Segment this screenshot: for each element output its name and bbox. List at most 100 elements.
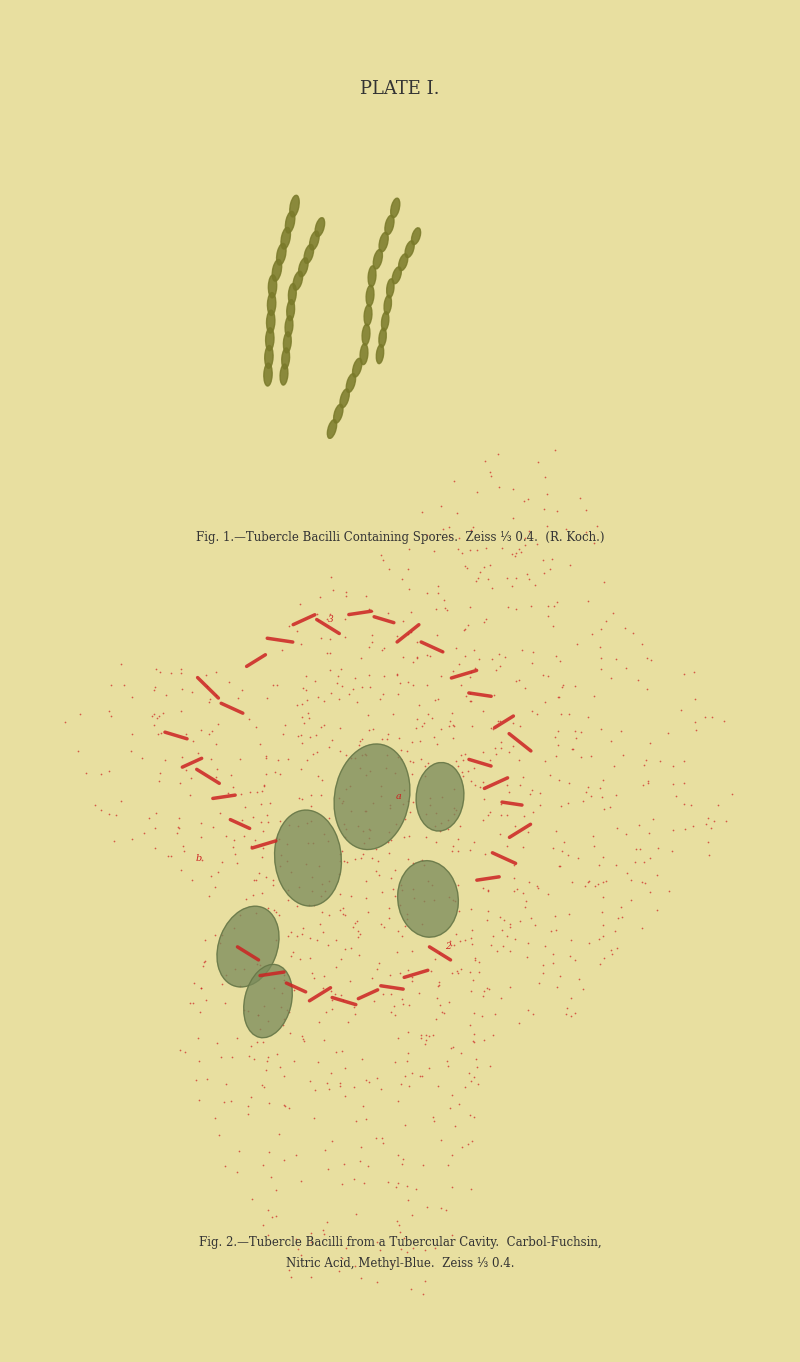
Point xyxy=(453,900,466,922)
Point xyxy=(214,1046,227,1068)
Point xyxy=(382,831,394,853)
Point xyxy=(450,799,462,821)
Point xyxy=(402,959,414,981)
Point xyxy=(435,786,448,808)
Point xyxy=(570,727,582,749)
Point xyxy=(343,775,356,797)
Point xyxy=(205,866,218,888)
Point xyxy=(582,870,595,892)
Point xyxy=(266,1205,278,1227)
Point xyxy=(252,1005,265,1027)
Point xyxy=(670,785,683,806)
Point xyxy=(410,1178,422,1200)
Point xyxy=(513,669,526,691)
Point xyxy=(610,817,623,839)
Point xyxy=(136,746,149,768)
Point xyxy=(74,703,86,725)
Point xyxy=(196,956,209,978)
Point xyxy=(482,900,494,922)
Point xyxy=(428,889,441,911)
Point xyxy=(616,745,629,767)
Ellipse shape xyxy=(290,195,299,217)
Point xyxy=(582,932,595,953)
Point xyxy=(149,817,162,839)
Point xyxy=(307,742,320,764)
Point xyxy=(406,878,419,900)
Point xyxy=(419,765,432,787)
Point xyxy=(446,1084,458,1106)
Point xyxy=(147,715,160,737)
Point xyxy=(568,1002,581,1024)
Point xyxy=(419,825,432,847)
Point xyxy=(390,625,403,647)
Ellipse shape xyxy=(390,197,400,218)
Point xyxy=(273,1122,286,1144)
Point xyxy=(495,804,508,825)
Point xyxy=(400,903,413,925)
Point xyxy=(611,937,624,959)
Point xyxy=(316,921,329,943)
Point xyxy=(261,688,274,710)
Point xyxy=(277,968,290,990)
Point xyxy=(666,819,679,840)
Point xyxy=(470,569,483,591)
Point xyxy=(466,968,479,990)
Point xyxy=(592,854,605,876)
Point xyxy=(154,722,167,744)
Point xyxy=(359,745,372,767)
Point xyxy=(270,902,283,923)
Point xyxy=(126,723,138,745)
Point xyxy=(438,597,451,618)
Point xyxy=(431,583,444,605)
Point xyxy=(334,983,347,1005)
Point xyxy=(412,693,425,715)
Point xyxy=(389,885,402,907)
Point xyxy=(442,1155,454,1177)
Point xyxy=(638,851,650,873)
Point xyxy=(460,557,473,579)
Point xyxy=(372,864,385,885)
Point xyxy=(544,764,557,786)
Point xyxy=(536,963,549,985)
Point xyxy=(486,926,499,948)
Point xyxy=(519,527,532,549)
Ellipse shape xyxy=(293,271,302,290)
Point xyxy=(482,878,494,900)
Point xyxy=(321,607,334,629)
Point xyxy=(407,887,420,908)
Point xyxy=(508,545,521,567)
Point xyxy=(394,893,406,915)
Point xyxy=(482,805,494,827)
Point xyxy=(434,494,447,516)
Point xyxy=(305,785,318,806)
Point xyxy=(322,870,335,892)
Point xyxy=(553,855,566,877)
Point xyxy=(308,967,321,989)
Point xyxy=(494,906,506,928)
Point xyxy=(595,786,608,808)
Text: PLATE I.: PLATE I. xyxy=(360,79,440,98)
Point xyxy=(437,519,450,541)
Point xyxy=(394,1073,407,1095)
Point xyxy=(430,598,443,620)
Point xyxy=(252,862,265,884)
Point xyxy=(276,982,289,1004)
Point xyxy=(374,786,387,808)
Point xyxy=(325,1062,338,1084)
Point xyxy=(395,925,408,947)
Point xyxy=(359,870,372,892)
Point xyxy=(334,718,346,740)
Point xyxy=(504,940,517,962)
Point xyxy=(442,817,454,839)
Point xyxy=(362,827,375,849)
Point xyxy=(477,700,490,722)
Point xyxy=(329,983,342,1005)
Point xyxy=(295,693,308,715)
Point xyxy=(262,898,274,919)
Point xyxy=(254,953,266,975)
Point xyxy=(638,753,650,775)
Point xyxy=(459,929,472,951)
Point xyxy=(505,543,518,565)
Point xyxy=(318,1028,330,1050)
Point xyxy=(261,1224,274,1246)
